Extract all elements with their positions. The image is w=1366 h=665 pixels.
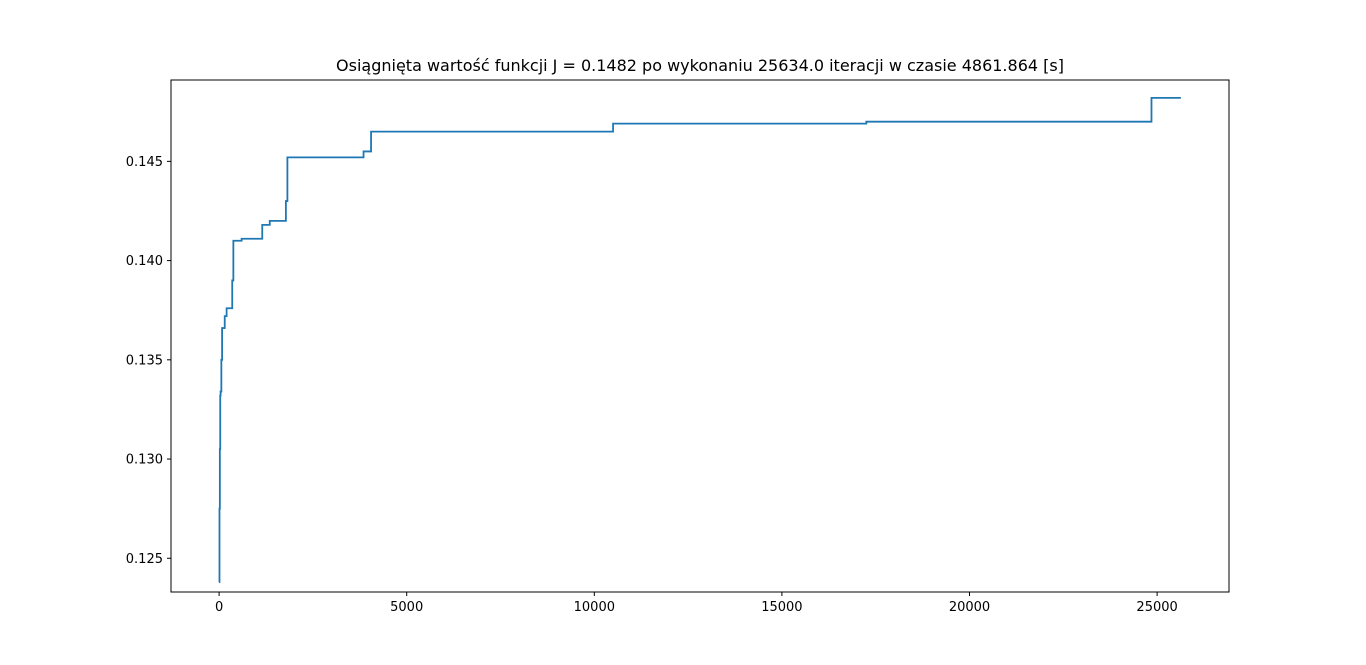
x-tick-label: 5000 xyxy=(390,600,423,615)
y-tick-label: 0.140 xyxy=(126,254,163,269)
x-tick-label: 25000 xyxy=(1136,600,1177,615)
x-tick-label: 10000 xyxy=(574,600,615,615)
y-axis: 0.125 0.130 0.135 0.140 0.145 xyxy=(126,155,171,567)
y-tick-label: 0.130 xyxy=(126,453,163,468)
plot-area xyxy=(170,79,1230,593)
x-tick-label: 0 xyxy=(215,600,223,615)
axes-frame xyxy=(170,79,1230,593)
chart-title: Osiągnięta wartość funkcji J = 0.1482 po… xyxy=(336,56,1064,75)
x-tick-label: 15000 xyxy=(761,600,802,615)
x-tick-label: 20000 xyxy=(949,600,990,615)
y-tick-label: 0.125 xyxy=(126,552,163,567)
y-tick-label: 0.135 xyxy=(126,353,163,368)
series-line-j-value xyxy=(218,96,1181,583)
x-axis: 0 5000 10000 15000 20000 25000 xyxy=(215,592,1178,615)
y-tick-label: 0.145 xyxy=(126,155,163,170)
